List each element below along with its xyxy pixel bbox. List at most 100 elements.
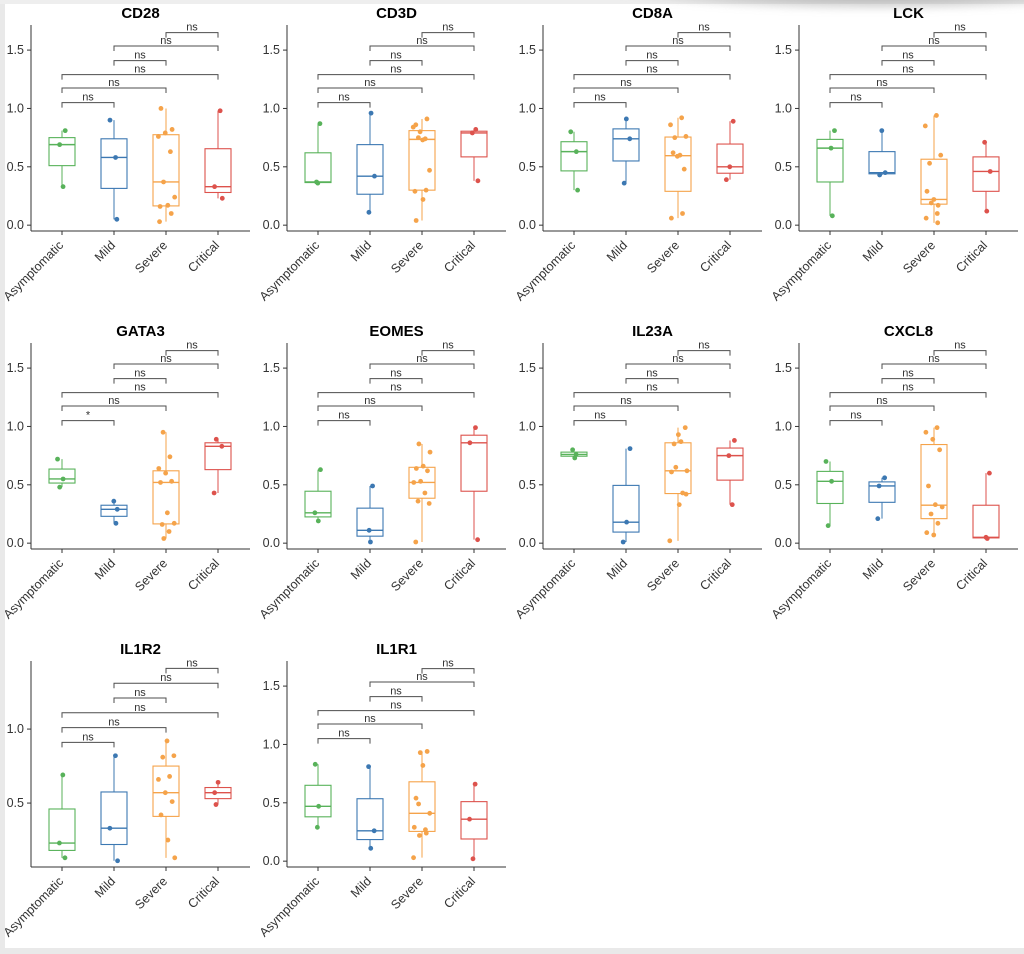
significance-bracket-asymptomatic-critical: ns: [573, 382, 731, 398]
y-tick-label: 1.5: [263, 43, 280, 57]
x-tick-label-mild: Mild: [348, 556, 374, 582]
significance-bracket-asymptomatic-critical: ns: [573, 64, 731, 80]
significance-bracket-asymptomatic-mild: ns: [317, 410, 371, 426]
significance-bracket-asymptomatic-severe: ns: [61, 717, 167, 733]
data-point: [475, 178, 481, 184]
data-point: [107, 117, 113, 123]
significance-bracket-mild-critical: ns: [113, 353, 219, 370]
significance-label: ns: [134, 687, 146, 699]
panel-il23a: IL23A 0.0 0.5 1.0 1.5 Asymptomatic Mild Severe C…: [512, 318, 768, 636]
panel-title: GATA3: [116, 323, 165, 340]
panel-lck: LCK 0.0 0.5 1.0 1.5 Asymptomatic Mild Severe Cri…: [768, 0, 1024, 318]
data-point: [213, 802, 219, 807]
y-tick-label: 0.0: [263, 536, 280, 550]
significance-bracket-asymptomatic-mild: ns: [573, 410, 627, 426]
data-point: [422, 490, 428, 496]
data-point: [412, 188, 418, 194]
y-tick-label: 1.0: [7, 722, 24, 736]
panel-title: CD3D: [376, 5, 417, 22]
significance-bracket-severe-critical: ns: [165, 340, 219, 356]
significance-label: ns: [134, 702, 146, 714]
boxplot-il23a: IL23A 0.0 0.5 1.0 1.5 Asymptomatic Mild Severe C…: [513, 323, 762, 622]
data-point: [165, 837, 171, 843]
data-point: [60, 772, 66, 778]
significance-label: ns: [390, 50, 402, 62]
data-point: [420, 197, 426, 202]
data-point: [315, 518, 321, 524]
data-point: [934, 113, 939, 118]
data-point: [312, 761, 318, 767]
panel-cd28: CD28 0.0 0.5 1.0 1.5 Asymptomatic Mild Severe Cr…: [0, 0, 256, 318]
data-point: [114, 506, 120, 512]
significance-label: ns: [338, 92, 350, 104]
data-point: [932, 502, 938, 508]
data-point: [165, 202, 171, 208]
data-point: [111, 498, 117, 504]
box-group-asymptomatic: [304, 761, 332, 830]
data-point: [732, 438, 737, 443]
data-point: [212, 184, 217, 190]
data-point: [621, 180, 627, 186]
significance-bracket-severe-critical: ns: [165, 657, 219, 674]
x-tick-label-severe: Severe: [900, 556, 938, 594]
data-point: [832, 128, 837, 134]
data-point: [924, 530, 930, 536]
significance-bracket-asymptomatic-critical: ns: [61, 382, 219, 398]
panel-title: LCK: [893, 5, 924, 22]
x-tick-label-mild: Mild: [92, 556, 118, 582]
significance-label: ns: [620, 77, 632, 89]
data-point: [169, 799, 175, 804]
data-point: [215, 779, 221, 785]
significance-bracket-asymptomatic-severe: ns: [317, 713, 423, 730]
data-point: [624, 519, 630, 525]
box-group-severe: [664, 115, 692, 221]
x-tick-label-mild: Mild: [860, 238, 886, 264]
data-point: [411, 855, 416, 861]
box-group-critical: [972, 139, 1000, 214]
significance-label: ns: [902, 368, 914, 380]
data-point: [212, 790, 218, 796]
data-point: [416, 801, 421, 807]
x-tick-label-critical: Critical: [185, 874, 222, 911]
data-point: [427, 449, 433, 455]
data-point: [877, 172, 883, 178]
data-point: [930, 436, 936, 442]
data-point: [107, 825, 113, 831]
box-group-severe: [152, 738, 180, 861]
data-point: [934, 425, 940, 431]
x-tick-label-severe: Severe: [132, 556, 170, 594]
y-tick-label: 1.5: [7, 43, 24, 57]
data-point: [420, 463, 426, 469]
panel-title: IL23A: [632, 323, 673, 340]
significance-label: ns: [876, 395, 888, 407]
panel-il1r1: IL1R1 0.0 0.5 1.0 1.5 Asymptomatic Mild Severe C…: [256, 636, 512, 954]
screenshot-frame-top: [0, 0, 1024, 4]
data-point: [939, 504, 945, 510]
data-point: [875, 516, 881, 522]
significance-bracket-asymptomatic-mild: ns: [829, 410, 883, 426]
screenshot-frame-bottom: [0, 948, 1024, 954]
panel-title: CD8A: [632, 5, 673, 22]
significance-bracket-asymptomatic-critical: ns: [829, 64, 987, 80]
data-point: [472, 781, 478, 787]
significance-label: ns: [390, 64, 402, 76]
x-tick-label-asymptomatic: Asymptomatic: [513, 556, 578, 621]
significance-label: ns: [338, 728, 350, 740]
data-point: [475, 537, 481, 543]
box-group-critical: [460, 425, 488, 543]
data-point: [923, 429, 929, 435]
significance-label: ns: [186, 22, 198, 34]
data-point: [424, 749, 430, 754]
data-point: [931, 197, 937, 202]
y-tick-label: 1.0: [519, 419, 536, 433]
screenshot-frame-left: [0, 0, 5, 954]
data-point: [413, 218, 419, 223]
y-tick-label: 0.5: [775, 160, 792, 174]
significance-label: ns: [134, 50, 146, 62]
data-point: [113, 155, 118, 160]
data-point: [415, 135, 421, 141]
data-point: [467, 816, 472, 822]
box-group-mild: [356, 483, 384, 545]
y-tick-label: 0.0: [775, 536, 792, 550]
box-group-mild: [868, 128, 896, 178]
